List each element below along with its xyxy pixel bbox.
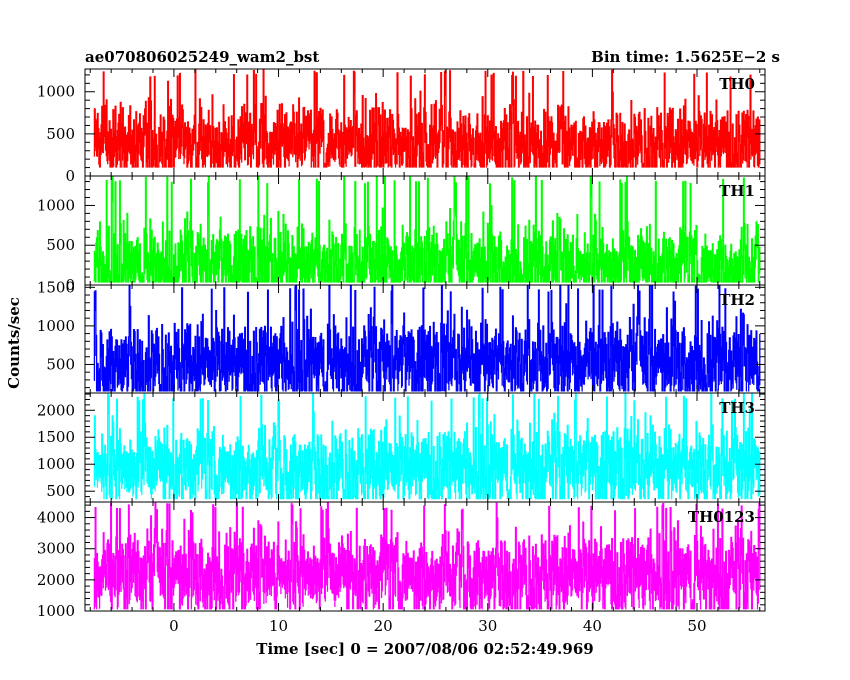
y-tick-label: 4000	[37, 509, 75, 527]
x-tick-label: 40	[583, 617, 602, 635]
y-tick-label: 500	[46, 125, 75, 143]
y-tick-label: 1000	[37, 83, 75, 101]
y-tick-label: 500	[46, 236, 75, 254]
y-tick-label: 500	[46, 482, 75, 500]
y-tick-label: 3000	[37, 540, 75, 558]
series-trace-th1	[93, 176, 761, 283]
x-tick-label: 20	[374, 617, 393, 635]
y-axis-label: Counts/sec	[5, 297, 23, 389]
panel-label-th0: TH0	[719, 75, 755, 93]
y-tick-label: 500	[46, 355, 75, 373]
header-right-title: Bin time: 1.5625E−2 s	[591, 48, 780, 66]
x-tick-label: 50	[687, 617, 706, 635]
panel-label-th2: TH2	[719, 291, 755, 309]
x-tick-label: 10	[269, 617, 288, 635]
x-tick-label: 30	[478, 617, 497, 635]
y-tick-label: 1000	[37, 196, 75, 214]
series-trace-th3	[93, 393, 761, 500]
y-tick-label: 1000	[37, 602, 75, 620]
y-tick-label: 1000	[37, 317, 75, 335]
y-tick-label: 0	[65, 167, 75, 185]
panel-th3: 500 1000 1500 2000 TH3	[37, 392, 766, 503]
series-trace-th0123	[93, 502, 761, 610]
y-tick-label: 0	[65, 276, 75, 294]
panel-label-th1: TH1	[719, 182, 755, 200]
panel-th1: 0 500 1000 TH1	[37, 175, 766, 294]
x-tick-label: 0	[169, 617, 179, 635]
panel-th0: 0 500 1000 TH0	[37, 68, 766, 185]
panel-th2: 500 1000 1500 TH2	[37, 278, 766, 394]
panel-label-th3: TH3	[719, 399, 755, 417]
header-left-title: ae070806025249_wam2_bst	[85, 48, 319, 66]
y-tick-label: 1000	[37, 455, 75, 473]
series-trace-th0	[93, 69, 761, 168]
y-tick-label: 1500	[37, 278, 75, 296]
series-trace-th2	[93, 285, 761, 392]
x-axis-label: Time [sec] 0 = 2007/08/06 02:52:49.969	[256, 640, 593, 658]
panel-label-th0123: TH0123	[688, 508, 755, 526]
y-tick-label: 2000	[37, 401, 75, 419]
y-tick-label: 1500	[37, 428, 75, 446]
y-tick-label: 2000	[37, 571, 75, 589]
panel-th0123: 1000 2000 3000 4000 TH0123	[37, 501, 766, 620]
